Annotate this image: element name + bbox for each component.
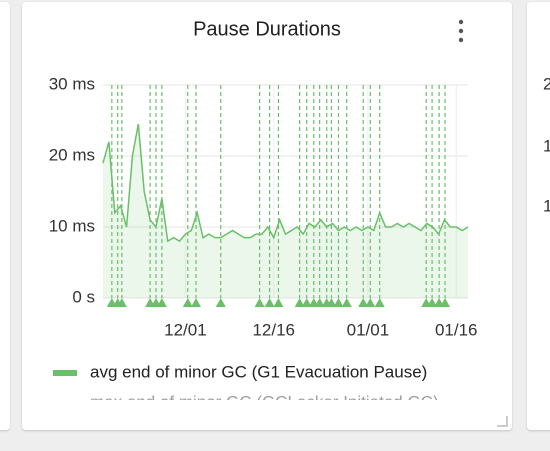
event-marker <box>215 298 226 307</box>
legend-label: avg end of minor GC (G1 Evacuation Pause… <box>90 362 427 381</box>
event-marker <box>264 298 275 307</box>
y-tick-label: 30 ms <box>49 74 95 93</box>
event-marker <box>341 298 352 307</box>
resize-handle[interactable] <box>497 416 508 427</box>
x-tick-label: 12/01 <box>164 320 207 339</box>
event-marker <box>191 298 202 307</box>
legend-label: max end of minor GC (GCLocker Initiated … <box>90 392 439 411</box>
right-card <box>527 2 550 430</box>
event-marker <box>365 298 376 307</box>
x-tick-label: 12/16 <box>252 320 295 339</box>
menu-button[interactable] <box>458 19 464 43</box>
y-tick-label: 10 ms <box>49 216 95 235</box>
event-marker <box>358 298 369 307</box>
y-tick-label: 20 ms <box>49 145 95 164</box>
x-tick-label: 01/16 <box>435 320 478 339</box>
line <box>102 123 469 243</box>
event-marker <box>440 298 451 307</box>
left-card <box>0 2 10 430</box>
event-marker <box>273 298 284 307</box>
event-marker <box>326 298 337 307</box>
chart-title: Pause Durations <box>193 18 341 40</box>
y-tick-label: 0 s <box>72 287 95 306</box>
event-marker <box>116 298 127 307</box>
event-marker <box>333 298 344 307</box>
event-marker <box>314 298 325 307</box>
side-label: 1 <box>543 136 550 155</box>
side-label: 2 <box>543 74 550 93</box>
legend: avg end of minor GC (G1 Evacuation Pause… <box>53 362 439 411</box>
event-marker <box>427 298 438 307</box>
chart-card <box>22 2 512 430</box>
x-tick-label: 01/01 <box>347 320 390 339</box>
event-marker <box>374 298 385 307</box>
event-marker <box>301 298 312 307</box>
plot: 0 s 10 ms 20 ms 30 ms 12/01 12/16 01/01 01/16 <box>49 74 478 339</box>
adjacent-card-labels: 2 1 1 <box>543 74 550 215</box>
side-label: 1 <box>543 196 550 215</box>
event-marker <box>254 298 265 307</box>
event-marker <box>294 298 305 307</box>
area <box>103 124 468 298</box>
legend-swatch <box>53 370 77 376</box>
event-marker <box>182 298 193 307</box>
event-marker <box>156 298 167 307</box>
